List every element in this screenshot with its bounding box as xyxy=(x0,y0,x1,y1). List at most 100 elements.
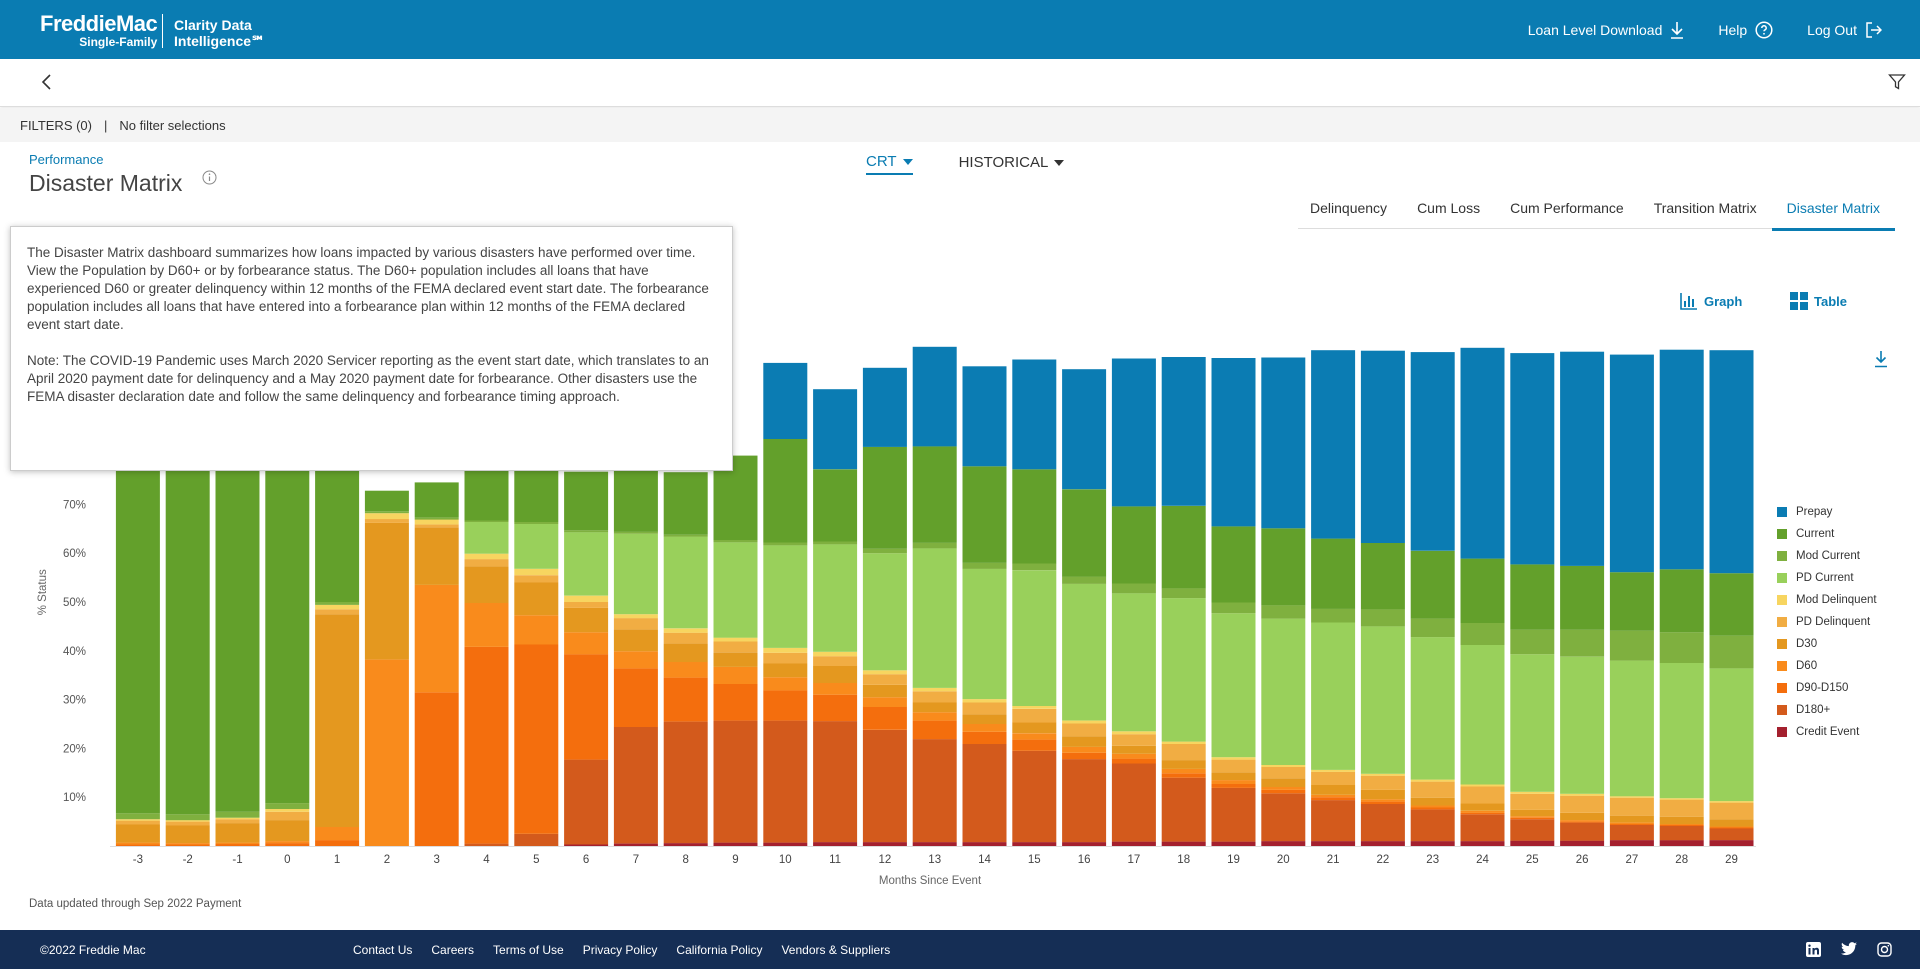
bar-segment-mod-delinquent xyxy=(1709,801,1754,803)
crt-dropdown[interactable]: CRT xyxy=(866,153,913,175)
footer-link-careers[interactable]: Careers xyxy=(431,942,475,957)
bar-segment-pd-delinquent xyxy=(464,559,509,567)
bar-segment-d90-d150 xyxy=(1111,758,1156,764)
logo-main-text: FreddieMac xyxy=(40,11,158,36)
legend-item[interactable]: PD Current xyxy=(1777,567,1877,589)
bar-segment-d90-d150 xyxy=(1609,824,1654,825)
bar-segment-d60 xyxy=(414,584,459,693)
caret-down-icon xyxy=(1054,159,1065,166)
bar-segment-d90-d150 xyxy=(1460,812,1505,815)
bar-segment-pd-current xyxy=(1062,583,1107,721)
bar-segment-d30 xyxy=(414,527,459,585)
bar-segment-d90-d150 xyxy=(1659,825,1704,826)
bar-segment-credit-event xyxy=(1609,840,1654,846)
back-button[interactable] xyxy=(38,72,58,97)
legend-item[interactable]: Mod Current xyxy=(1777,545,1877,567)
bar-segment-d90-d150 xyxy=(1709,827,1754,829)
x-tick-label: -1 xyxy=(232,854,242,866)
bar-segment-mod-delinquent xyxy=(165,820,210,822)
bar-segment-mod-delinquent xyxy=(364,513,409,520)
bar-segment-credit-event xyxy=(1510,840,1555,846)
freddie-mac-logo[interactable]: FreddieMac Single-Family xyxy=(40,11,158,49)
tab-cum-loss[interactable]: Cum Loss xyxy=(1417,200,1481,216)
bar-segment-mod-current xyxy=(215,811,260,818)
bar-segment-d90-d150 xyxy=(862,706,907,730)
x-tick-label: 6 xyxy=(583,854,589,866)
bar-segment-mod-delinquent xyxy=(315,604,360,610)
filters-count[interactable]: FILTERS (0) xyxy=(20,117,92,133)
tab-delinquency[interactable]: Delinquency xyxy=(1310,200,1388,216)
help-label: Help xyxy=(1718,21,1748,38)
legend-item[interactable]: PD Delinquent xyxy=(1777,611,1877,633)
bar-segment-pd-delinquent xyxy=(165,821,210,826)
bar-segment-mod-current xyxy=(1261,605,1306,619)
bar-segment-mod-delinquent xyxy=(663,628,708,633)
x-tick-label: 28 xyxy=(1675,854,1688,866)
chart-download-button[interactable] xyxy=(1874,350,1888,373)
help-link[interactable]: Help xyxy=(1718,20,1773,39)
bar-segment-mod-delinquent xyxy=(265,808,310,812)
bar-segment-pd-delinquent xyxy=(912,691,957,703)
bar-segment-d60 xyxy=(1659,824,1704,825)
bar-segment-current xyxy=(912,446,957,543)
footer-link-terms-of-use[interactable]: Terms of Use xyxy=(493,942,564,957)
instagram-link[interactable] xyxy=(1877,942,1892,957)
tab-cum-performance[interactable]: Cum Performance xyxy=(1510,200,1624,216)
loan-level-download-link[interactable]: Loan Level Download xyxy=(1528,21,1685,39)
bar-segment-d90-d150 xyxy=(912,720,957,740)
tab-transition-matrix[interactable]: Transition Matrix xyxy=(1653,200,1757,216)
legend-item[interactable]: Current xyxy=(1777,523,1877,545)
table-view-button[interactable]: Table xyxy=(1790,292,1847,310)
bar-segment-pd-delinquent xyxy=(1311,771,1356,785)
bar-segment-d60 xyxy=(215,842,260,845)
bar-segment-d180- xyxy=(813,721,858,843)
bar-segment-d60 xyxy=(763,677,808,691)
bar-segment-current xyxy=(862,446,907,549)
bar-segment-current xyxy=(1012,469,1057,564)
bar-segment-d90-d150 xyxy=(813,694,858,722)
legend-item[interactable]: Prepay xyxy=(1777,501,1877,523)
bar-segment-d30 xyxy=(862,685,907,698)
info-button[interactable] xyxy=(202,170,217,190)
footer-link-privacy-policy[interactable]: Privacy Policy xyxy=(582,942,658,957)
x-tick-label: 21 xyxy=(1327,854,1340,866)
filter-button[interactable] xyxy=(1888,73,1906,96)
logout-link[interactable]: Log Out xyxy=(1807,22,1882,38)
historical-dropdown[interactable]: HISTORICAL xyxy=(959,153,1065,175)
legend-item[interactable]: D180+ xyxy=(1777,699,1877,721)
footer-link-contact-us[interactable]: Contact Us xyxy=(353,942,413,957)
legend-item[interactable]: Mod Delinquent xyxy=(1777,589,1877,611)
bar-segment-prepay xyxy=(1410,352,1455,551)
legend-item[interactable]: D90-D150 xyxy=(1777,677,1877,699)
legend-swatch xyxy=(1777,705,1787,715)
twitter-link[interactable] xyxy=(1841,942,1857,957)
bar-segment-pd-current xyxy=(1659,663,1704,799)
bar-segment-d180- xyxy=(1460,814,1505,842)
bar-segment-pd-delinquent xyxy=(763,652,808,664)
bar-segment-d90-d150 xyxy=(414,692,459,846)
bar-segment-d30 xyxy=(165,825,210,844)
tab-disaster-matrix[interactable]: Disaster Matrix xyxy=(1771,190,1895,231)
bar-segment-d30 xyxy=(1161,760,1206,769)
footer-link-vendors-suppliers[interactable]: Vendors & Suppliers xyxy=(781,942,891,957)
footer-link-california-policy[interactable]: California Policy xyxy=(676,942,763,957)
bar-segment-pd-current xyxy=(1510,654,1555,792)
linkedin-icon xyxy=(1806,942,1821,957)
bar-segment-pd-delinquent xyxy=(1062,723,1107,737)
twitter-icon xyxy=(1841,942,1857,956)
linkedin-link[interactable] xyxy=(1806,942,1821,957)
legend-item[interactable]: D60 xyxy=(1777,655,1877,677)
bar-segment-d90-d150 xyxy=(165,844,210,846)
bar-segment-current xyxy=(1111,506,1156,584)
bar-segment-d60 xyxy=(1560,820,1605,822)
bar-segment-d90-d150 xyxy=(1311,797,1356,801)
bar-segment-mod-current xyxy=(564,530,609,533)
x-tick-label: 3 xyxy=(433,854,439,866)
legend-item[interactable]: Credit Event xyxy=(1777,721,1877,743)
breadcrumb[interactable]: Performance xyxy=(29,152,104,167)
graph-view-button[interactable]: Graph xyxy=(1680,292,1742,310)
crt-dropdown-label: CRT xyxy=(866,153,897,170)
legend-item[interactable]: D30 xyxy=(1777,633,1877,655)
bar-segment-mod-current xyxy=(912,543,957,549)
help-icon xyxy=(1755,20,1773,39)
